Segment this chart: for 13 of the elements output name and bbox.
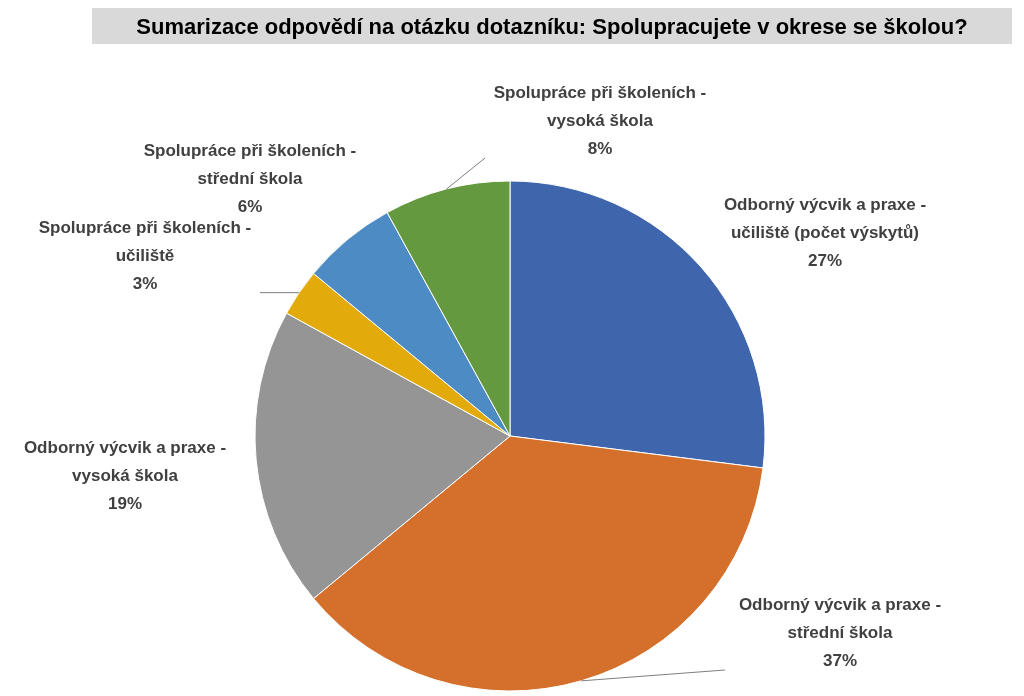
slice-label: Odborný výcvik a praxe - vysoká škola xyxy=(23,437,227,485)
slice-label: Spolupráce při školeních - vysoká škola xyxy=(493,82,707,130)
data-label: 8% xyxy=(587,138,613,158)
chart-title: Sumarizace odpovědí na otázku dotazníku: Spolupracujete v okrese se školou? xyxy=(136,14,968,39)
data-label: 37% xyxy=(822,650,858,670)
data-label: 19% xyxy=(107,493,143,513)
slice-label: Spolupráce při školeních - učiliště xyxy=(38,217,252,265)
slice-label: Spolupráce při školeních - střední škola xyxy=(143,140,357,188)
slice-label: Odborný výcvik a praxe - učiliště (počet výskytů) xyxy=(723,194,927,242)
data-label: 3% xyxy=(132,273,158,293)
data-label: 6% xyxy=(237,196,263,216)
data-label: 27% xyxy=(807,250,843,270)
slice-label: Odborný výcvik a praxe - střední škola xyxy=(738,594,942,642)
